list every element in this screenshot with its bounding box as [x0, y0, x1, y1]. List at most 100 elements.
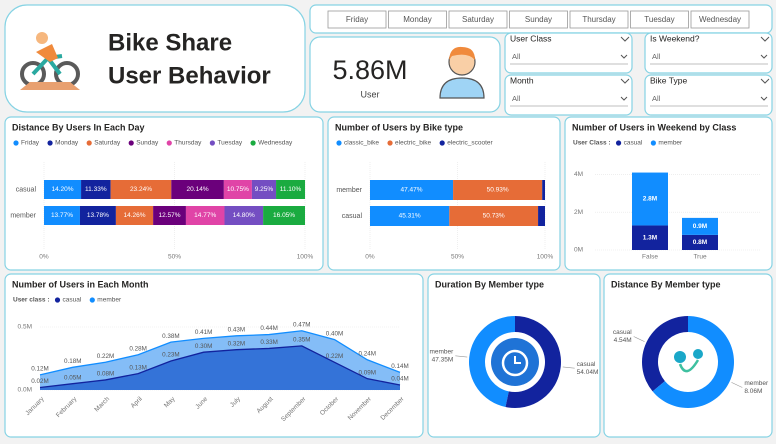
legend-marker	[209, 140, 215, 146]
bar-segment	[370, 180, 454, 200]
legend-marker	[54, 297, 61, 303]
stopwatch-hand	[514, 356, 521, 364]
data-label: 13.77%	[51, 212, 73, 219]
day-button[interactable]	[509, 10, 568, 29]
slicer-chevron	[620, 96, 628, 101]
day-button[interactable]	[327, 10, 387, 29]
rider	[36, 44, 58, 62]
chart-title: Number of Users in Each Month	[12, 279, 149, 289]
legend-title: User Class :	[573, 140, 611, 147]
legend-marker	[250, 140, 256, 146]
data-label: 10.75%	[227, 186, 249, 193]
bar-segment	[110, 180, 172, 199]
data-label: 2.8M	[643, 196, 657, 203]
title-line: Bike Share	[108, 29, 232, 56]
area	[40, 345, 400, 390]
user-icon	[439, 46, 485, 99]
data-label: 13.78%	[87, 212, 109, 219]
slicer-dropdown[interactable]	[510, 91, 628, 105]
bar-segment	[453, 180, 543, 200]
data-label: 50.93%	[487, 187, 509, 194]
donut-slice	[652, 316, 735, 408]
slice-label: member	[429, 349, 454, 356]
bike-icon	[20, 32, 80, 90]
pin	[693, 349, 703, 359]
data-label: 0.18M	[64, 358, 82, 365]
data-label: 0.30M	[195, 343, 213, 350]
donut-slice	[642, 316, 688, 392]
day-button[interactable]	[630, 10, 689, 29]
data-label: 0.23M	[162, 352, 180, 359]
data-label: 0.13M	[129, 364, 147, 371]
line	[39, 330, 401, 376]
data-label: 0.08M	[97, 371, 115, 378]
legend-marker	[650, 140, 656, 146]
data-label: 45.31%	[399, 213, 421, 220]
slicer-dropdown[interactable]	[650, 91, 768, 105]
day-button[interactable]	[448, 10, 508, 29]
data-label: 0.05M	[64, 374, 82, 381]
y-tick-label: member	[336, 187, 362, 194]
legend-label: casual	[63, 297, 82, 304]
x-tick-label: 50%	[451, 254, 464, 261]
stopwatch	[501, 349, 529, 377]
data-label: 14.80%	[233, 212, 255, 219]
day-button[interactable]	[690, 10, 750, 29]
bar-segment	[185, 206, 225, 225]
data-label: 14.26%	[123, 212, 145, 219]
data-label: 12.57%	[159, 212, 181, 219]
x-tick-label: 0%	[365, 254, 375, 261]
y-tick-label: member	[10, 212, 36, 219]
bar-segment	[538, 206, 545, 226]
legend-marker	[387, 140, 393, 146]
data-label: 50.73%	[483, 213, 505, 220]
slicer-chevron[interactable]	[760, 78, 770, 84]
day-button-label[interactable]: Saturday	[462, 15, 494, 24]
bar-segment	[223, 180, 252, 199]
day-button-label[interactable]: Friday	[346, 15, 368, 24]
slicer-label: Month	[510, 75, 534, 85]
legend-label: member	[97, 297, 122, 304]
data-label: 47.47%	[401, 187, 423, 194]
day-button[interactable]	[388, 10, 447, 29]
data-label: 0.24M	[359, 350, 377, 357]
slice-label: member	[744, 380, 769, 387]
slicer-value: All	[652, 52, 661, 61]
kpi-label: User	[360, 89, 379, 99]
day-button-label[interactable]: Monday	[403, 15, 431, 24]
bar-segment	[115, 206, 154, 225]
slicer-chevron[interactable]	[620, 78, 630, 84]
data-label: 0.33M	[260, 339, 278, 346]
slicer-label: User Class	[510, 33, 552, 43]
slice-value: 4.54M	[614, 337, 632, 344]
legend-label: member	[658, 140, 683, 147]
slicer-chevron[interactable]	[620, 36, 630, 42]
legend-label: Wednesday	[258, 140, 293, 147]
y-tick-label: 0M	[574, 247, 583, 254]
day-button-label[interactable]: Tuesday	[644, 15, 674, 24]
legend-label: Thursday	[174, 140, 202, 147]
data-label: 0.28M	[129, 345, 147, 352]
day-button-label[interactable]: Wednesday	[699, 15, 741, 24]
day-button-label[interactable]: Sunday	[525, 15, 552, 24]
bar-segment	[370, 206, 450, 226]
data-label: 0.04M	[391, 376, 409, 383]
title-line: User Behavior	[108, 62, 271, 89]
bar-segment	[276, 180, 306, 199]
day-button-label[interactable]: Thursday	[582, 15, 615, 24]
data-label: 0.02M	[31, 378, 49, 385]
leader-line	[562, 366, 575, 369]
data-label: 0.47M	[293, 321, 311, 328]
data-label: 0.22M	[326, 353, 344, 360]
slice-label: casual	[613, 329, 632, 336]
slicer-dropdown[interactable]	[510, 49, 628, 63]
slicer-chevron[interactable]	[760, 36, 770, 42]
data-label: 0.9M	[693, 223, 707, 230]
route	[678, 359, 700, 373]
kpi-value: 5.86M	[332, 55, 407, 85]
panel	[504, 32, 633, 74]
day-button[interactable]	[569, 10, 629, 29]
slice-value: 54.04M	[577, 369, 599, 376]
rider-head	[36, 32, 48, 44]
slicer-dropdown[interactable]	[650, 49, 768, 63]
